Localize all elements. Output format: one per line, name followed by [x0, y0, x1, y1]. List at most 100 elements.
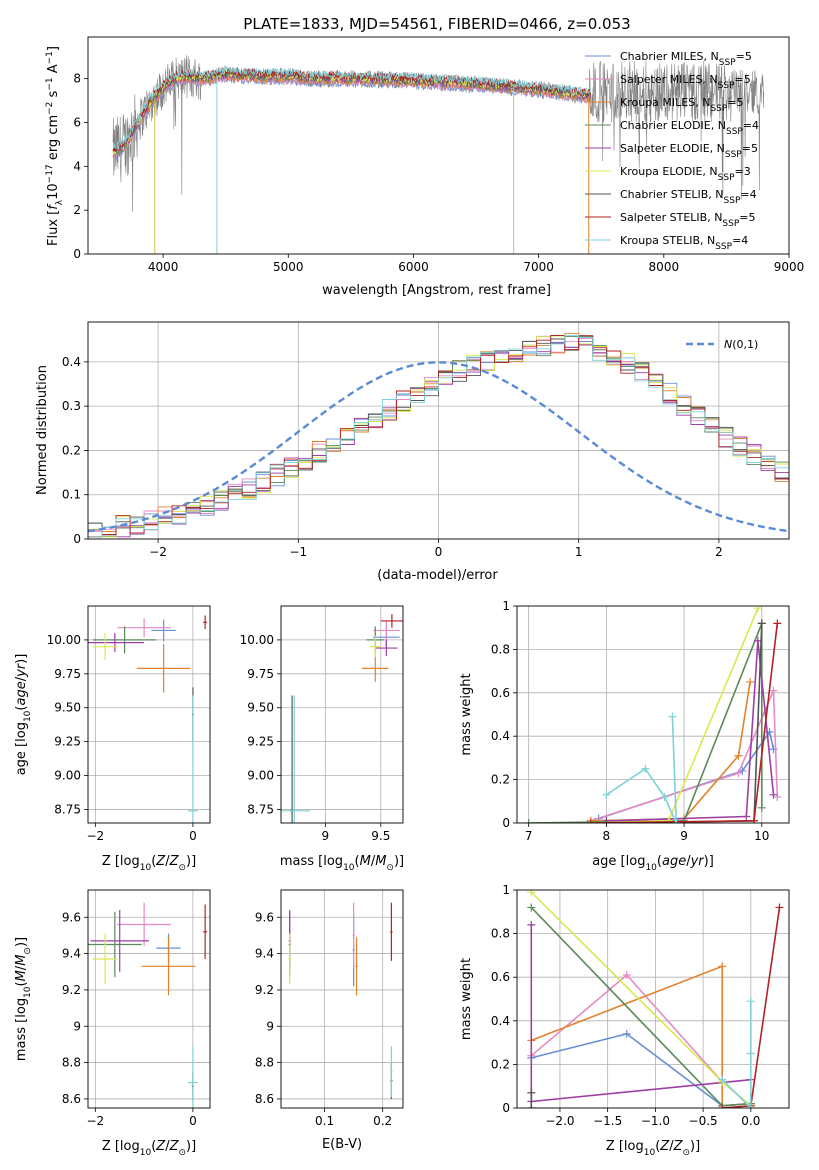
y-tick-label: 9.6 — [255, 910, 274, 924]
y-tick-label: 8.6 — [255, 1092, 274, 1106]
legend-entry: Salpeter ELODIE, NSSP=5 — [620, 142, 758, 160]
x-tick-label: 0 — [189, 1114, 197, 1128]
mass-weight-point — [746, 677, 755, 686]
mass-weight-point — [524, 819, 533, 823]
x-tick-label: 0.0 — [741, 1114, 760, 1128]
mass-weight-point — [622, 971, 631, 980]
y-tick-label: 8.8 — [255, 1056, 274, 1070]
y-tick-label: 9.25 — [54, 735, 81, 749]
x-tick-label: −2 — [86, 829, 104, 843]
x-tick-label: 0.1 — [315, 1114, 334, 1128]
legend: Chabrier MILES, NSSP=5 Salpeter MILES, NS… — [585, 50, 759, 252]
legend-entry: Chabrier ELODIE, NSSP=4 — [620, 119, 759, 137]
y-tick-label: 8.8 — [62, 1056, 81, 1070]
mass-weight-point — [773, 792, 782, 801]
mass-weight-point — [718, 1075, 727, 1084]
plot-area — [88, 606, 210, 823]
legend-entry: Salpeter MILES, NSSP=5 — [620, 73, 751, 91]
mass-weight-point — [527, 1104, 536, 1108]
mass-weight-point — [527, 890, 536, 897]
mass-weight-point — [769, 790, 778, 799]
x-tick-label: 6000 — [398, 260, 429, 274]
x-axis-label: E(B-V) — [322, 1137, 362, 1152]
model-spectrum-line — [112, 74, 592, 160]
y-axis-label: Normed distribution — [35, 365, 50, 495]
mass-weight-point — [773, 619, 782, 628]
x-axis-label: Z [log10(Z/Z⊙)] — [102, 1139, 196, 1158]
mass-weight-point — [757, 619, 766, 628]
mass-weight-point — [641, 764, 650, 773]
y-tick-label: 10.00 — [240, 633, 274, 647]
y-tick-label: 0 — [502, 816, 510, 830]
legend: N(0,1) — [686, 338, 758, 351]
legend-entry: Kroupa STELIB, NSSP=4 — [620, 234, 748, 252]
mass-weight-point — [586, 819, 595, 823]
y-tick-label: 0.4 — [491, 1014, 510, 1028]
plot-area — [281, 890, 403, 1108]
y-tick-label: 0.8 — [491, 642, 510, 656]
mass-weight-point — [769, 686, 778, 695]
panel-age-vs-Z: −2 0 8.75 9.00 9.25 9.50 9.75 10.00 Z [log10(Z/Z… — [14, 605, 211, 873]
x-tick-label: 9 — [322, 829, 330, 843]
normal-distribution-curve — [88, 361, 789, 533]
y-tick-label: 9.75 — [54, 667, 81, 681]
x-tick-label: 4000 — [148, 260, 179, 274]
x-tick-label: −2.0 — [545, 1114, 574, 1128]
panel-mass-vs-Z: −2 0 8.6 8.8 9 9.2 9.4 9.6 Z [log10(Z/Z⊙)] mass [… — [14, 889, 211, 1158]
mass-weight-line — [531, 1033, 751, 1107]
x-axis-label: (data-model)/error — [377, 568, 498, 583]
legend-entry: Kroupa MILES, NSSP=5 — [620, 96, 744, 114]
y-axis-label: mass [log10(M/M⊙)] — [14, 937, 33, 1061]
mass-weight-point — [718, 1104, 727, 1108]
y-axis-label: mass weight — [459, 673, 474, 755]
panel-spectrum: 4000 5000 6000 7000 8000 9000 0 2 4 6 8 wavelength … — [45, 36, 805, 298]
y-tick-label: 9.25 — [247, 735, 274, 749]
mass-weight-line — [606, 640, 775, 822]
axes-frame — [516, 889, 790, 1109]
mass-weight-line — [530, 973, 752, 1107]
y-tick-label: 9 — [266, 1019, 274, 1033]
y-tick-label: 0 — [502, 1101, 510, 1115]
x-tick-label: 9000 — [774, 260, 805, 274]
mass-weight-line — [530, 924, 751, 1103]
panel-residuals: −2 −1 0 1 2 0 0.1 0.2 0.3 0.4 (data-model)/error No… — [35, 321, 790, 583]
y-tick-label: 10.00 — [47, 633, 81, 647]
x-tick-label: 10 — [754, 829, 769, 843]
axes-frame — [516, 605, 790, 824]
y-tick-label: 0.1 — [62, 488, 81, 502]
figure-title: PLATE=1833, MJD=54561, FIBERID=0466, z=0… — [243, 15, 630, 33]
y-tick-label: 0.8 — [491, 927, 510, 941]
y-tick-label: 9.00 — [247, 769, 274, 783]
y-tick-label: 6 — [73, 115, 81, 129]
mass-weight-line — [528, 623, 763, 823]
y-tick-label: 1 — [502, 883, 510, 897]
x-tick-label: 8000 — [649, 260, 680, 274]
plot-area — [88, 890, 210, 1108]
y-axis-label: Flux [fλ10−17 erg cm−2 s−1 A−1] — [45, 46, 65, 246]
x-tick-label: −1.0 — [641, 1114, 670, 1128]
plot-area — [88, 322, 789, 539]
panel-age-vs-mass: 9 9.5 8.75 9.00 9.25 9.50 9.75 10.00 mass [log10… — [240, 605, 404, 873]
y-tick-label: 9.4 — [255, 947, 274, 961]
legend-entry: Chabrier STELIB, NSSP=4 — [620, 188, 757, 206]
y-tick-label: 9.50 — [54, 701, 81, 715]
mass-weight-point — [757, 803, 766, 812]
mass-weight-point — [664, 816, 673, 823]
y-tick-label: 0 — [73, 532, 81, 546]
y-tick-label: 0.4 — [62, 355, 81, 369]
legend-entry: Kroupa ELODIE, NSSP=3 — [620, 165, 751, 183]
x-tick-label: 8 — [603, 829, 611, 843]
x-tick-label: 5000 — [273, 260, 304, 274]
residual-histogram — [88, 334, 789, 538]
y-tick-label: 8 — [73, 72, 81, 86]
y-tick-label: 9.50 — [247, 701, 274, 715]
y-tick-label: 9.6 — [62, 910, 81, 924]
mass-weight-point — [746, 1104, 755, 1108]
x-tick-label: 9 — [680, 829, 688, 843]
mass-weight-point — [734, 751, 743, 760]
panel-weight-vs-age: 7 8 9 10 0 0.2 0.4 0.6 0.8 1 age [log10(age/yr)] ma… — [459, 599, 790, 873]
x-tick-label: 7000 — [523, 260, 554, 274]
x-axis-label: age [log10(age/yr)] — [592, 854, 714, 873]
y-tick-label: 9.75 — [247, 667, 274, 681]
mass-weight-point — [734, 769, 743, 778]
